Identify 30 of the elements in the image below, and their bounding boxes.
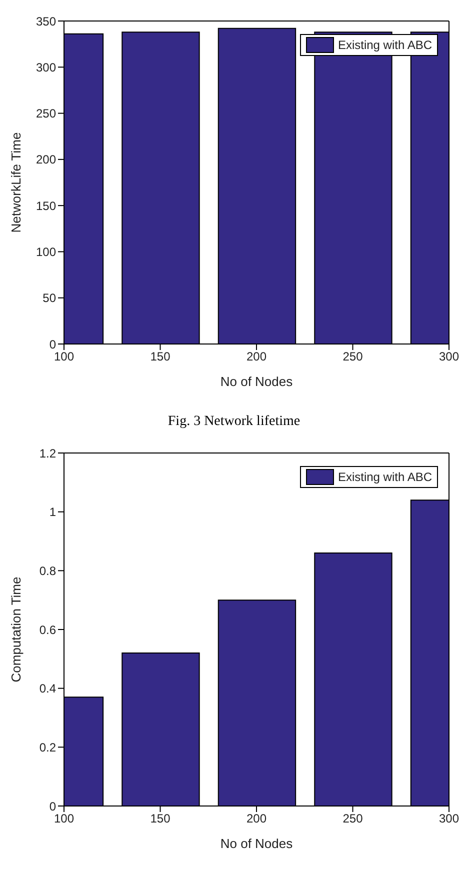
x-tick-label: 150: [150, 350, 171, 364]
x-tick-label: 150: [150, 812, 171, 826]
y-tick-label: 0: [49, 799, 56, 814]
x-tick-label: 200: [246, 812, 267, 826]
y-tick-label: 50: [42, 291, 56, 306]
y-axis-title: NetworkLife Time: [8, 132, 24, 233]
y-tick-label: 0: [49, 337, 56, 352]
y-tick-label: 250: [36, 106, 56, 121]
caption: Fig. 3 Network lifetime: [166, 414, 302, 430]
y-tick-label: 0.6: [39, 622, 56, 637]
x-tick-label: 300: [438, 812, 460, 826]
x-tick-label: 250: [342, 350, 364, 364]
x-tick-label: 200: [246, 350, 267, 364]
legend-label: Existing with ABC: [338, 470, 432, 484]
x-tick-label: 300: [438, 350, 460, 364]
y-tick-label: 0.8: [39, 564, 56, 578]
legend-label: Existing with ABC: [338, 38, 432, 52]
y-tick-label: 0.2: [39, 740, 56, 754]
x-axis-title: No of Nodes: [220, 836, 294, 851]
y-tick-label: 1.2: [39, 446, 56, 460]
y-tick-label: 300: [36, 60, 56, 74]
y-tick-label: 150: [36, 198, 56, 213]
y-tick-label: 1: [49, 505, 56, 520]
y-tick-label: 0.4: [39, 682, 56, 696]
y-axis-title: Computation Time: [8, 576, 24, 682]
y-tick-label: 100: [36, 244, 56, 259]
y-tick-label: 200: [36, 152, 56, 167]
x-tick-label: 250: [342, 812, 364, 826]
y-tick-label: 350: [36, 14, 56, 28]
x-axis-title: No of Nodes: [220, 374, 294, 389]
